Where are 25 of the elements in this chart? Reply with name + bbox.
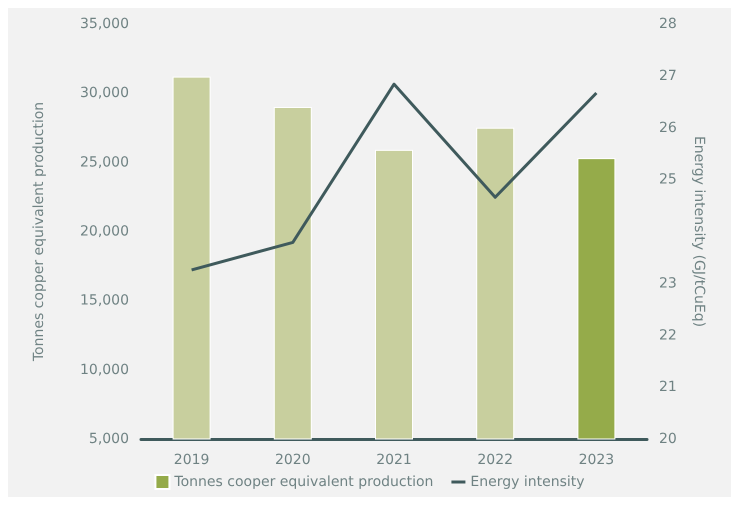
y-tick-label: 5,000 [88, 431, 129, 447]
legend-label: Energy intensity [470, 474, 585, 490]
x-tick-label: 2023 [578, 452, 614, 468]
x-tick-label: 2019 [174, 452, 210, 468]
y-tick-label: 35,000 [80, 16, 129, 32]
y2-axis-title: Energy intensity (GJ/tCuEq) [691, 136, 707, 328]
x-tick-label: 2022 [477, 452, 514, 468]
y2-tick-label: 28 [659, 16, 677, 32]
x-tick-label: 2021 [376, 452, 412, 468]
line-series [190, 82, 598, 272]
y2-tick-label: 20 [659, 431, 677, 447]
y2-tick-label: 22 [659, 327, 677, 344]
y-tick-label: 10,000 [80, 362, 129, 378]
y-tick-label: 20,000 [80, 224, 129, 240]
y-tick-label: 25,000 [80, 154, 129, 170]
y-tick-label: 15,000 [80, 292, 129, 309]
y2-tick-label: 25 [659, 172, 677, 188]
y2-tick-label: 26 [659, 120, 677, 136]
legend-label: Tonnes cooper equivalent production [173, 474, 434, 490]
x-tick-label: 2020 [274, 452, 311, 468]
y2-tick-label: 23 [659, 275, 677, 292]
y2-tick-label: 21 [659, 379, 677, 396]
y-axis-title: Tonnes copper equivalent production [31, 102, 47, 362]
y2-tick-label: 27 [659, 68, 677, 84]
y-tick-label: 30,000 [80, 85, 129, 102]
